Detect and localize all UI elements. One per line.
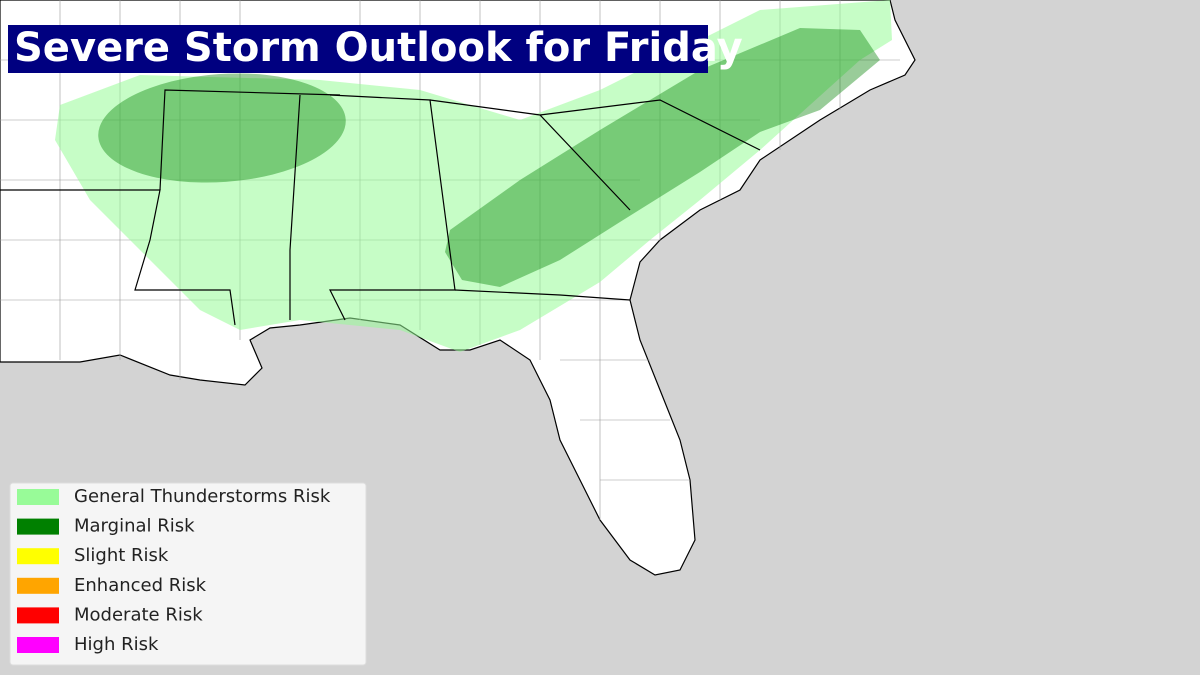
legend-label: High Risk — [74, 634, 159, 655]
legend-label: General Thunderstorms Risk — [74, 486, 331, 507]
legend-swatch — [17, 489, 59, 505]
legend-swatch — [17, 637, 59, 653]
legend-label: Enhanced Risk — [74, 575, 207, 596]
general-thunder-area — [55, 0, 892, 352]
marginal-area — [98, 73, 346, 183]
legend-swatch — [17, 577, 59, 594]
legend-swatch — [17, 607, 59, 624]
legend-swatch — [17, 548, 59, 565]
legend-label: Marginal Risk — [74, 516, 195, 537]
legend-items: General Thunderstorms Risk Marginal Risk S… — [17, 486, 331, 655]
legend-label: Moderate Risk — [74, 604, 203, 625]
state-lines — [0, 89, 761, 326]
title-box — [8, 25, 708, 73]
title: Severe Storm Outlook for Friday — [14, 25, 743, 71]
marginal-area — [445, 28, 880, 287]
legend-label: Slight Risk — [74, 545, 169, 566]
legend — [9, 482, 367, 666]
legend-swatch — [17, 518, 59, 535]
